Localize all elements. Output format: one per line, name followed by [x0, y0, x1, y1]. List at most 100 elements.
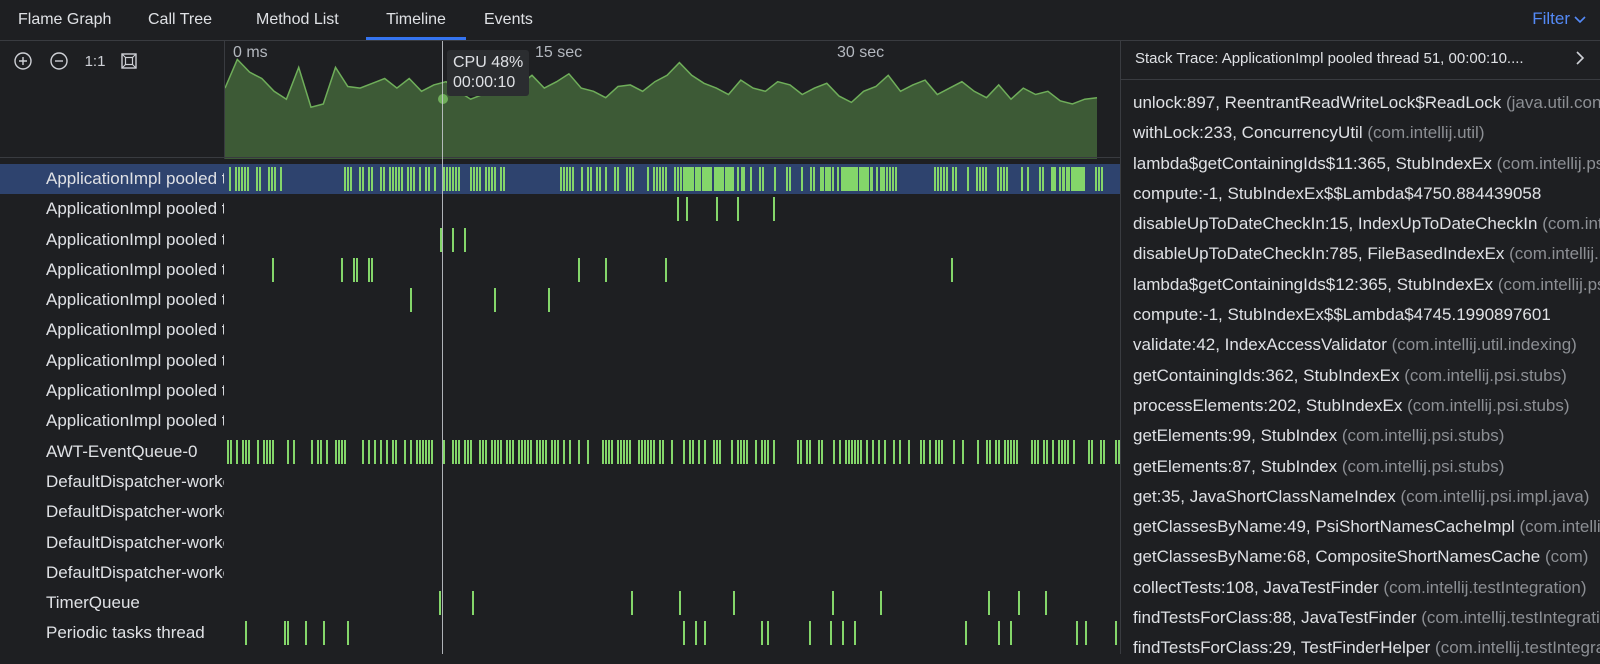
- stack-frame[interactable]: lambda$getContainingIds$11:365, StubInde…: [1133, 149, 1600, 179]
- cpu-line: [225, 58, 1098, 109]
- frame-method: getClassesByName:68, CompositeShortNames…: [1133, 547, 1541, 567]
- activity-bar: [410, 167, 412, 191]
- activity-bar: [626, 439, 628, 464]
- thread-row[interactable]: DefaultDispatcher-worker: [0, 467, 1120, 497]
- frame-package: (com.intellij): [1519, 517, 1600, 537]
- activity-bar: [272, 257, 274, 282]
- activity-bar: [671, 439, 673, 464]
- thread-row[interactable]: DefaultDispatcher-worker: [0, 558, 1120, 588]
- time-cursor[interactable]: [442, 41, 443, 654]
- activity-bar: [684, 167, 686, 191]
- cpu-graph[interactable]: 0 ms 15 sec 30 sec CPU 48% 00:00:10: [224, 41, 1121, 159]
- activity-bar: [623, 439, 625, 464]
- activity-bar: [425, 167, 427, 191]
- stack-frame[interactable]: compute:-1, StubIndexEx$$Lambda$4745.199…: [1133, 300, 1600, 330]
- thread-name: DefaultDispatcher-worker: [46, 502, 224, 522]
- activity-bar: [1081, 167, 1083, 191]
- activity-bar: [755, 439, 757, 464]
- thread-row[interactable]: ApplicationImpl pooled thread: [0, 315, 1120, 345]
- chevron-right-icon[interactable]: [1575, 51, 1585, 70]
- stack-frame[interactable]: disableUpToDateCheckIn:785, FileBasedInd…: [1133, 239, 1600, 269]
- stack-frame[interactable]: validate:42, IndexAccessValidator (com.i…: [1133, 330, 1600, 360]
- thread-activity: [224, 255, 1120, 285]
- thread-row[interactable]: ApplicationImpl pooled thread: [0, 225, 1120, 255]
- activity-bar: [1058, 439, 1060, 464]
- stack-frame[interactable]: unlock:897, ReentrantReadWriteLock$ReadL…: [1133, 88, 1600, 118]
- activity-bar: [452, 227, 454, 252]
- frame-method: disableUpToDateCheckIn:785, FileBasedInd…: [1133, 244, 1505, 264]
- stack-frame[interactable]: findTestsForClass:88, JavaTestFinder (co…: [1133, 603, 1600, 633]
- activity-bar: [1101, 167, 1103, 191]
- thread-row[interactable]: ApplicationImpl pooled thread: [0, 255, 1120, 285]
- thread-row[interactable]: TimerQueue: [0, 588, 1120, 618]
- activity-bar: [989, 439, 991, 464]
- stack-frame[interactable]: lambda$getContainingIds$12:365, StubInde…: [1133, 270, 1600, 300]
- stack-frame[interactable]: getElements:99, StubIndex (com.intellij.…: [1133, 421, 1600, 451]
- activity-bar: [1018, 591, 1020, 616]
- stack-frame[interactable]: getContainingIds:362, StubIndexEx (com.i…: [1133, 361, 1600, 391]
- thread-row[interactable]: ApplicationImpl pooled thread: [0, 194, 1120, 224]
- activity-bar: [1080, 167, 1082, 191]
- fit-screen-icon[interactable]: [118, 51, 140, 73]
- zoom-out-icon[interactable]: [48, 51, 70, 73]
- thread-row[interactable]: ApplicationImpl pooled thread: [0, 164, 1120, 195]
- thread-row[interactable]: ApplicationImpl pooled thread: [0, 406, 1120, 436]
- stack-frame[interactable]: disableUpToDateCheckIn:15, IndexUpToDate…: [1133, 209, 1600, 239]
- thread-row[interactable]: ApplicationImpl pooled thread: [0, 346, 1120, 376]
- tab-call-tree[interactable]: Call Tree: [148, 11, 213, 28]
- activity-bar: [551, 439, 553, 464]
- stack-frame[interactable]: compute:-1, StubIndexEx$$Lambda$4750.884…: [1133, 179, 1600, 209]
- stack-frame[interactable]: get:35, JavaShortClassNameIndex (com.int…: [1133, 482, 1600, 512]
- activity-bar: [1095, 167, 1097, 191]
- thread-row[interactable]: ApplicationImpl pooled thread: [0, 376, 1120, 406]
- thread-activity: [224, 346, 1120, 376]
- activity-bar: [850, 167, 852, 191]
- thread-name: ApplicationImpl pooled thread: [46, 411, 224, 431]
- activity-bar: [647, 167, 649, 191]
- activity-bar: [865, 167, 867, 191]
- activity-bar: [476, 167, 478, 191]
- activity-bar: [521, 439, 523, 464]
- thread-row[interactable]: ApplicationImpl pooled thread: [0, 285, 1120, 315]
- stack-frame[interactable]: getClassesByName:68, CompositeShortNames…: [1133, 542, 1600, 572]
- activity-bar: [491, 439, 493, 464]
- stack-frame[interactable]: processElements:202, StubIndexEx (com.in…: [1133, 391, 1600, 421]
- thread-row[interactable]: DefaultDispatcher-worker: [0, 497, 1120, 527]
- activity-bar: [662, 439, 664, 464]
- activity-bar: [410, 439, 412, 464]
- thread-row[interactable]: DefaultDispatcher-worker: [0, 528, 1120, 558]
- tab-method-list[interactable]: Method List: [256, 11, 339, 28]
- thread-activity: [224, 315, 1120, 345]
- frame-package: (com.intellij.testIntegration): [1383, 577, 1587, 597]
- thread-row[interactable]: AWT-EventQueue-0: [0, 437, 1120, 467]
- stack-frame[interactable]: getElements:87, StubIndex (com.intellij.…: [1133, 452, 1600, 482]
- activity-bar: [820, 167, 822, 191]
- frame-method: unlock:897, ReentrantReadWriteLock$ReadL…: [1133, 93, 1502, 112]
- activity-bar: [1046, 439, 1048, 464]
- activity-bar: [665, 167, 667, 191]
- zoom-in-icon[interactable]: [12, 51, 34, 73]
- actual-size-button[interactable]: 1:1: [84, 53, 106, 70]
- activity-bar: [965, 621, 967, 646]
- tab-events[interactable]: Events: [484, 11, 533, 28]
- axis-label-mid: 15 sec: [535, 44, 583, 61]
- activity-bar: [886, 167, 888, 191]
- tab-flame-graph[interactable]: Flame Graph: [18, 11, 112, 28]
- activity-bar: [578, 439, 580, 464]
- activity-bar: [674, 167, 676, 191]
- stack-frame[interactable]: getClassesByName:49, PsiShortNamesCacheI…: [1133, 512, 1600, 542]
- activity-bar: [750, 167, 752, 191]
- activity-bar: [716, 439, 718, 464]
- stack-frame[interactable]: collectTests:108, JavaTestFinder (com.in…: [1133, 573, 1600, 603]
- activity-bar: [1045, 591, 1047, 616]
- stack-frame[interactable]: withLock:233, ConcurrencyUtil (com.intel…: [1133, 118, 1600, 148]
- thread-row[interactable]: Periodic tasks thread: [0, 618, 1120, 648]
- activity-bar: [1006, 167, 1008, 191]
- tab-timeline[interactable]: Timeline: [366, 0, 466, 40]
- filter-label: Filter: [1532, 9, 1570, 28]
- activity-bar: [845, 439, 847, 464]
- stack-frame[interactable]: findTestsForClass:29, TestFinderHelper (…: [1133, 633, 1600, 663]
- filter-dropdown[interactable]: Filter: [1532, 0, 1586, 40]
- activity-bar: [940, 167, 942, 191]
- activity-bar: [1115, 439, 1117, 464]
